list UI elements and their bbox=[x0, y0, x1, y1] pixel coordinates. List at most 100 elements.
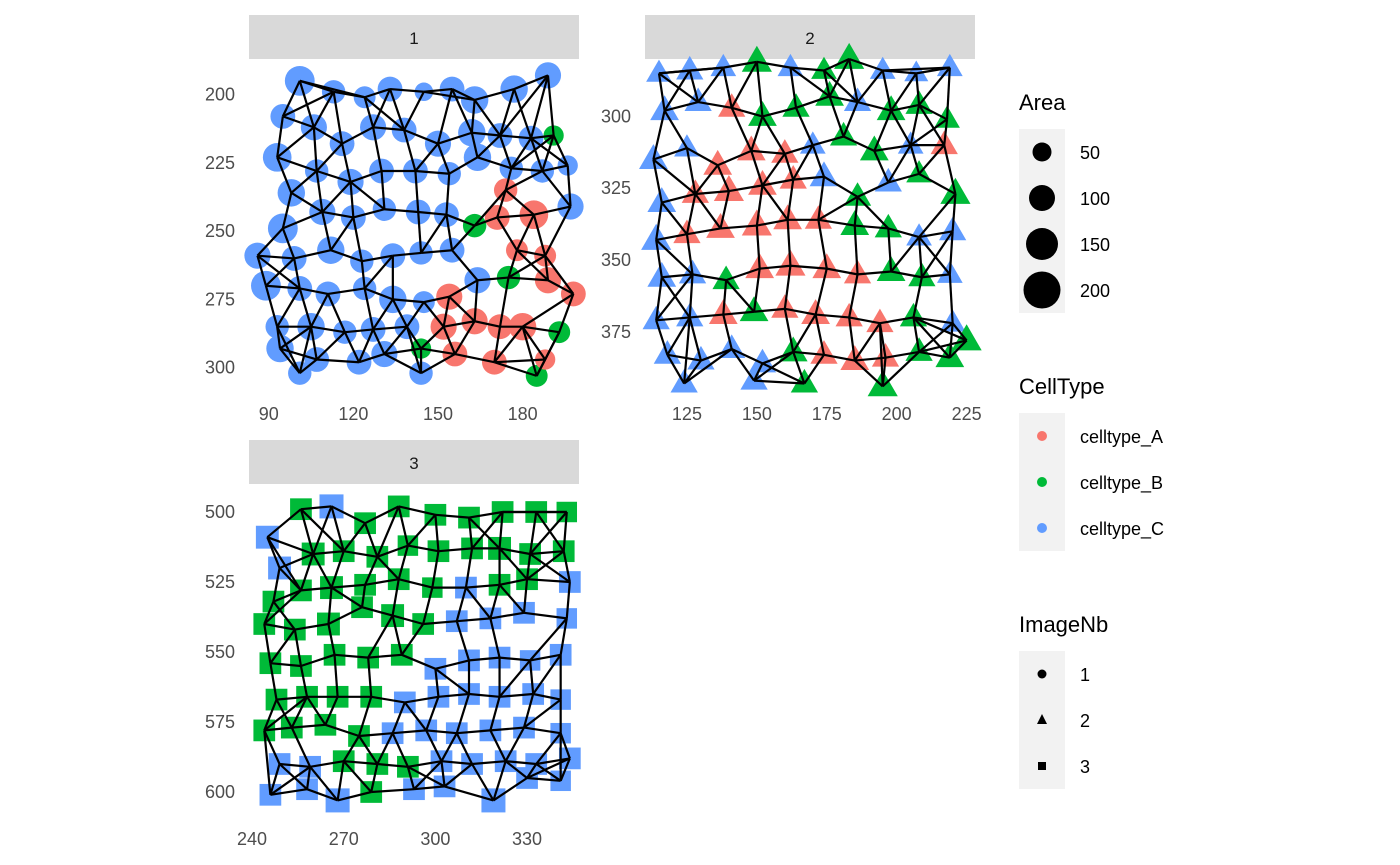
graph-edge bbox=[498, 135, 513, 169]
graph-edge bbox=[655, 202, 663, 241]
graph-edge bbox=[857, 270, 892, 276]
graph-edge bbox=[471, 763, 495, 801]
facet-strip-label-3: 3 bbox=[409, 454, 418, 473]
data-point bbox=[703, 149, 733, 175]
graph-edge bbox=[803, 354, 825, 385]
graph-edge bbox=[342, 735, 360, 762]
graph-edge bbox=[828, 95, 845, 137]
graph-edge bbox=[494, 358, 546, 364]
graph-edge bbox=[440, 732, 458, 762]
graph-edge bbox=[324, 696, 339, 726]
graph-edge bbox=[263, 601, 275, 625]
graph-edge bbox=[325, 723, 360, 738]
graph-edge bbox=[918, 66, 951, 106]
x-tick-label: 90 bbox=[259, 404, 279, 424]
graph-edge bbox=[683, 359, 702, 385]
graph-edge bbox=[350, 169, 382, 183]
graph-edge bbox=[327, 587, 333, 625]
graph-edge bbox=[415, 169, 450, 175]
graph-edge bbox=[541, 135, 555, 172]
graph-edge bbox=[413, 785, 445, 791]
graph-edge bbox=[468, 656, 500, 662]
graph-edge bbox=[784, 144, 814, 155]
graph-edge bbox=[945, 67, 951, 120]
graph-edge bbox=[364, 556, 379, 586]
graph-edge bbox=[546, 75, 555, 136]
graph-edge bbox=[499, 656, 531, 662]
graph-edge bbox=[476, 134, 501, 159]
graph-edge bbox=[912, 277, 923, 318]
graph-edge bbox=[496, 189, 507, 218]
graph-edge bbox=[471, 131, 501, 137]
data-point bbox=[558, 571, 581, 593]
legend-imagenb-label-2: 2 bbox=[1080, 711, 1090, 731]
graph-edge bbox=[792, 144, 814, 181]
graph-edge bbox=[270, 788, 308, 796]
graph-edge bbox=[321, 181, 352, 213]
graph-edge bbox=[856, 69, 884, 103]
graph-edge bbox=[376, 732, 394, 765]
graph-edge bbox=[510, 137, 532, 169]
graph-edge bbox=[686, 147, 719, 167]
graph-edge bbox=[494, 361, 538, 377]
graph-edge bbox=[327, 623, 336, 656]
graph-edge bbox=[890, 236, 920, 273]
graph-edge bbox=[298, 288, 313, 328]
legend-celltype-label-b: celltype_B bbox=[1080, 473, 1163, 494]
graph-edge bbox=[360, 261, 366, 289]
graph-edge bbox=[848, 317, 856, 361]
graph-edge bbox=[688, 274, 694, 318]
graph-edge bbox=[300, 653, 335, 668]
graph-edge bbox=[263, 623, 272, 664]
graph-edge bbox=[761, 153, 786, 186]
graph-edge bbox=[256, 255, 267, 287]
y-tick-label: 200 bbox=[205, 85, 235, 105]
graph-edge bbox=[389, 87, 424, 93]
graph-edge bbox=[536, 757, 571, 766]
x-tick-label: 150 bbox=[423, 404, 453, 424]
graph-edge bbox=[664, 101, 699, 112]
graph-edge bbox=[544, 255, 575, 295]
graph-edge bbox=[391, 732, 409, 768]
graph-edge bbox=[434, 514, 440, 552]
graph-edge bbox=[266, 508, 302, 539]
graph-edge bbox=[888, 172, 920, 184]
graph-edge bbox=[817, 195, 859, 221]
graph-edge bbox=[276, 156, 293, 194]
graph-edge bbox=[442, 326, 456, 355]
data-point bbox=[560, 281, 586, 307]
graph-edge bbox=[558, 293, 575, 333]
graph-edge bbox=[333, 90, 365, 99]
graph-edge bbox=[720, 224, 757, 230]
graph-edge bbox=[322, 210, 354, 219]
graph-edge bbox=[692, 273, 727, 282]
graph-edge bbox=[948, 231, 954, 275]
graph-edge bbox=[565, 581, 571, 619]
graph-edge bbox=[420, 347, 456, 356]
graph-edge bbox=[392, 729, 427, 735]
facet-strip-2 bbox=[645, 15, 975, 59]
graph-edge bbox=[489, 696, 501, 731]
graph-edge bbox=[342, 760, 373, 793]
graph-edge bbox=[276, 126, 315, 159]
graph-edge bbox=[918, 322, 954, 353]
graph-edge bbox=[878, 323, 884, 387]
graph-edge bbox=[493, 326, 502, 363]
graph-edge bbox=[331, 505, 366, 525]
graph-edge bbox=[544, 255, 550, 281]
graph-edge bbox=[510, 134, 555, 170]
graph-edge bbox=[364, 505, 400, 525]
x-tick-label: 120 bbox=[338, 404, 368, 424]
graph-edge bbox=[474, 87, 515, 102]
graph-edge bbox=[418, 210, 447, 216]
graph-edge bbox=[522, 693, 535, 728]
graph-edge bbox=[403, 129, 439, 145]
graph-edge bbox=[912, 317, 921, 353]
graph-edge bbox=[264, 285, 279, 327]
graph-edge bbox=[357, 696, 373, 737]
graph-edge bbox=[881, 351, 920, 388]
graph-edge bbox=[312, 91, 335, 128]
graph-edge bbox=[372, 328, 386, 355]
graph-edge bbox=[272, 600, 296, 631]
graph-edge bbox=[388, 88, 406, 131]
